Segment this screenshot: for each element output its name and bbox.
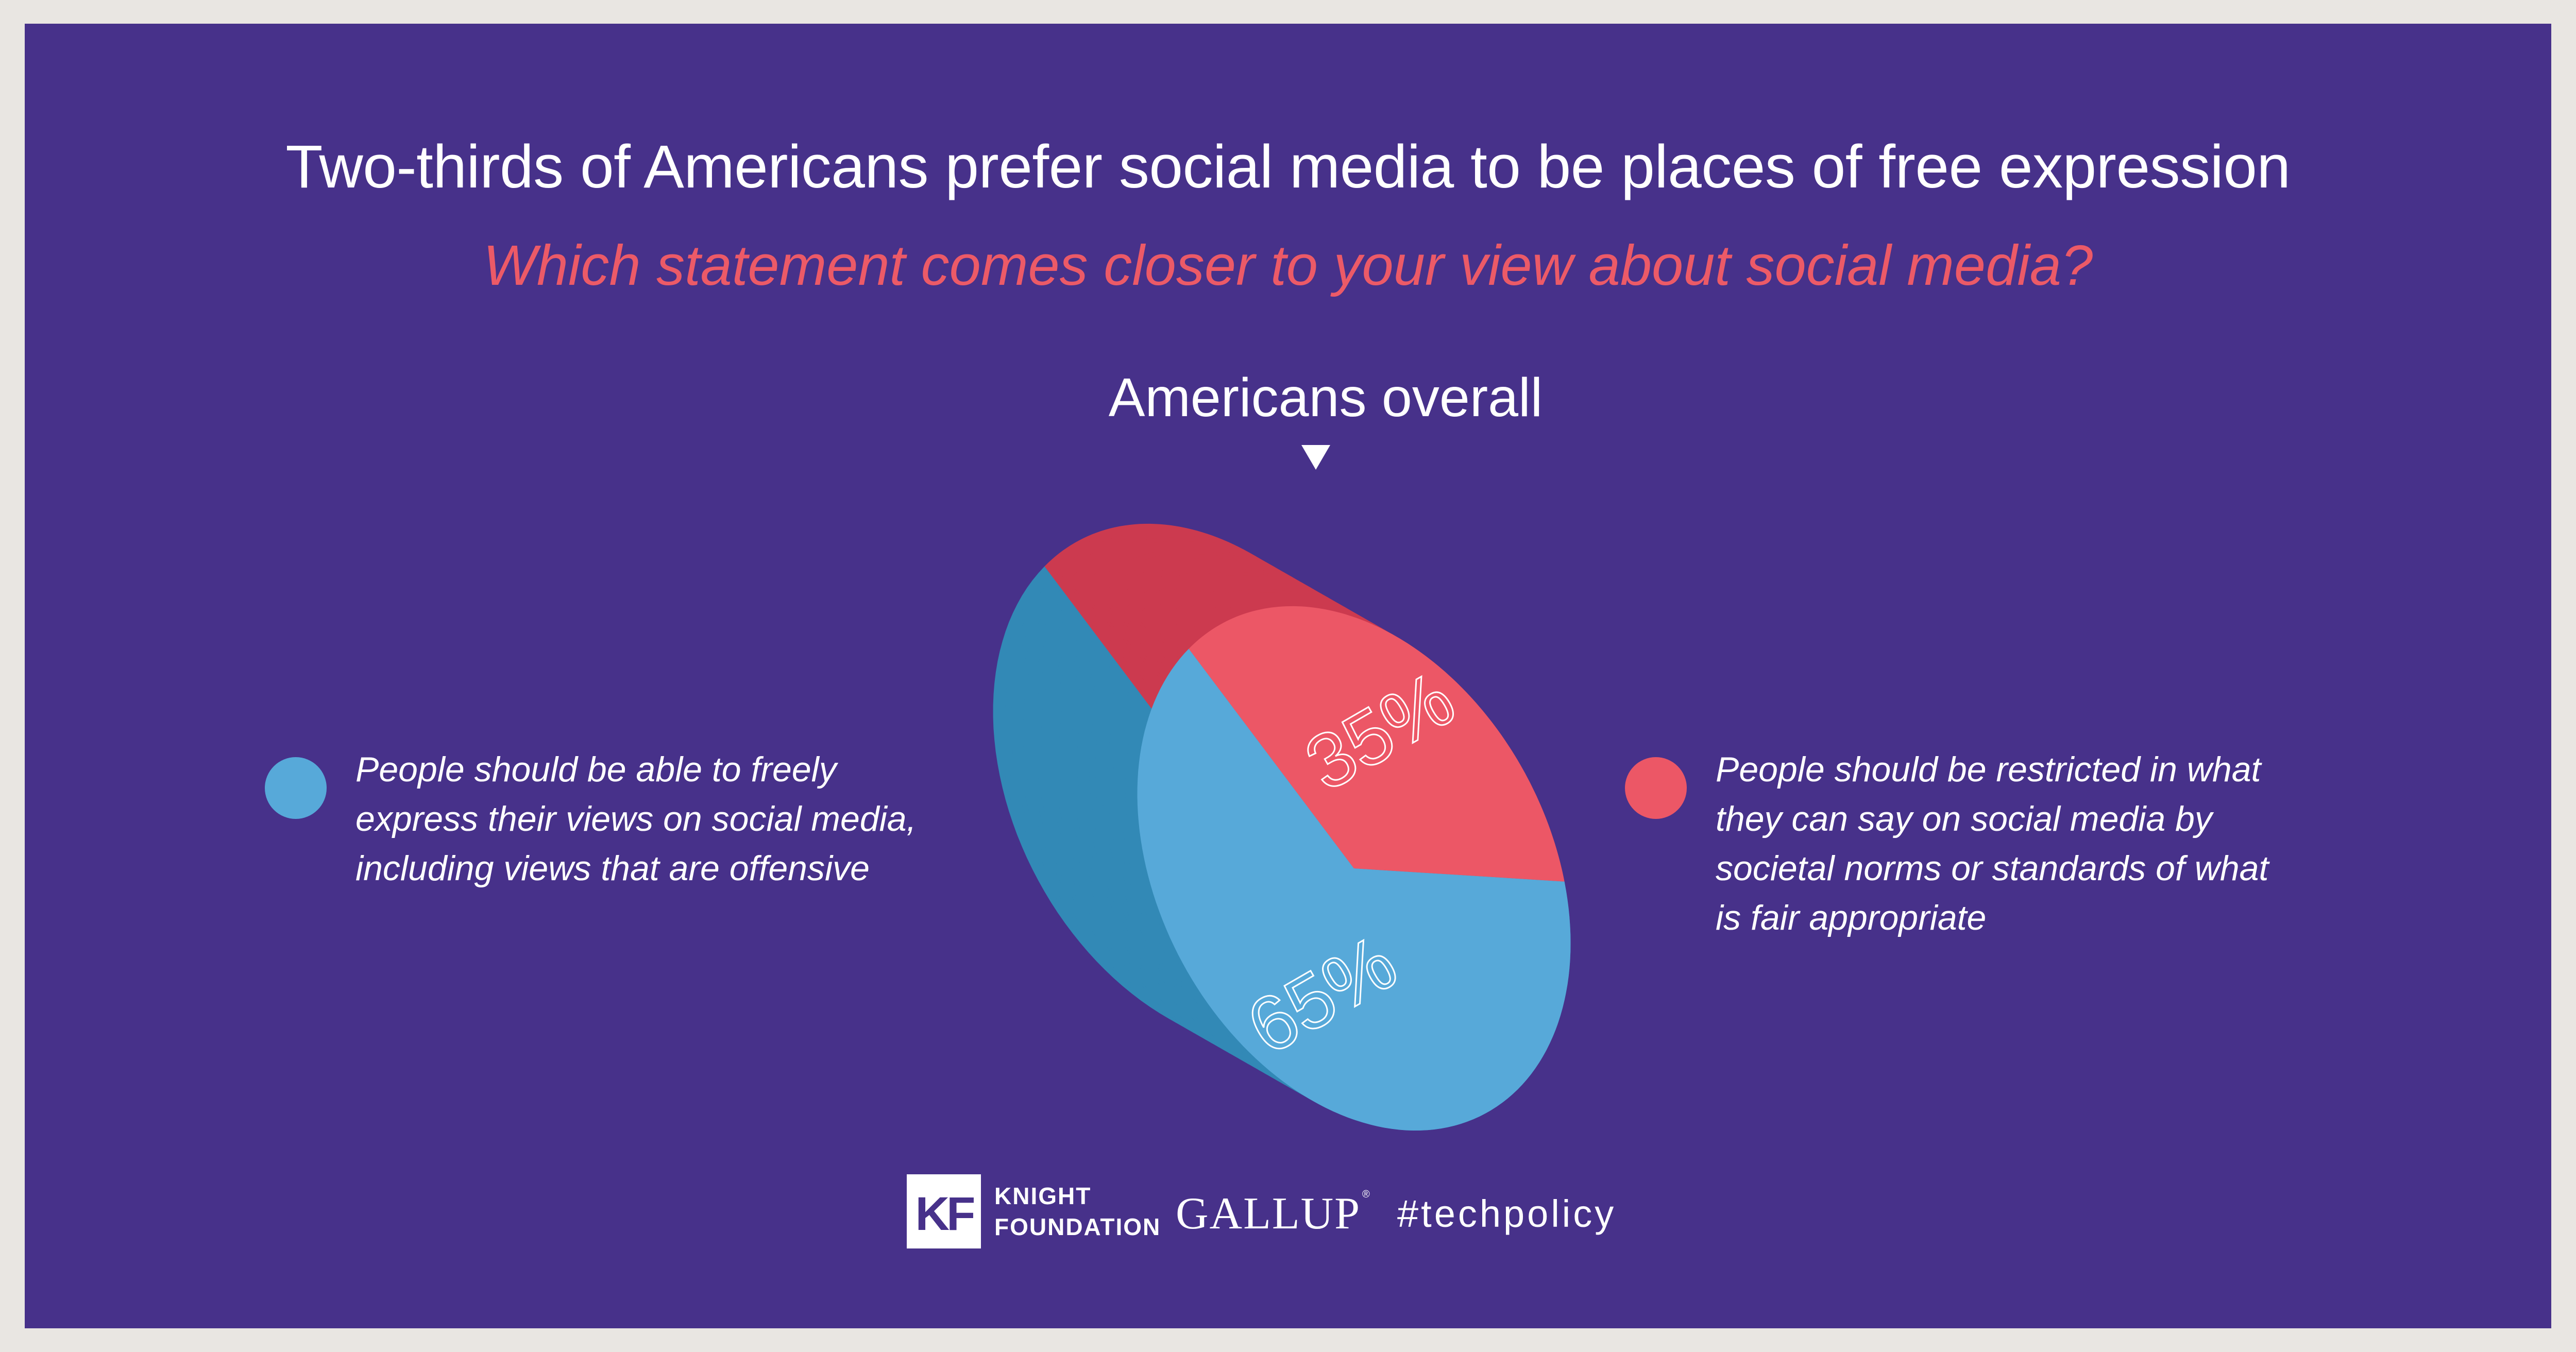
legend-label-restricted: People should be restricted in what they… [1716, 750, 2269, 937]
legend-label-free-expression: People should be able to freely express … [355, 750, 917, 888]
footer-logos: KF KNIGHT FOUNDATION GALLUP ® #techpolic… [25, 1174, 2551, 1257]
chart-subtitle: Which statement comes closer to your vie… [483, 234, 2093, 297]
chart-title: Two-thirds of Americans prefer social me… [285, 133, 2291, 201]
legend-item-restricted: People should be restricted in what they… [1625, 745, 2449, 943]
pie-slice-free-expression [1137, 648, 1571, 1131]
pie-tops [1137, 606, 1571, 1131]
hashtag: #techpolicy [1397, 1192, 1617, 1235]
gallup-logo: GALLUP [1176, 1189, 1361, 1239]
gallup-registered-mark: ® [1362, 1189, 1370, 1200]
knight-foundation-name: KNIGHT FOUNDATION [994, 1183, 1161, 1240]
legend-item-free-expression: People should be able to freely express … [265, 745, 1038, 893]
pie-slice-restricted [1189, 606, 1565, 882]
legend-swatch-free-expression [265, 757, 327, 819]
legend-swatch-restricted [1625, 757, 1687, 819]
knight-foundation-logo-icon: KF [907, 1174, 981, 1248]
pie-group-label: Americans overall [1108, 367, 1543, 428]
kf-monogram: KF [916, 1188, 974, 1240]
infographic-frame: Two-thirds of Americans prefer social me… [25, 24, 2551, 1328]
down-arrow-icon [1301, 445, 1330, 470]
pie-chart: 65%35% [993, 523, 1571, 1131]
